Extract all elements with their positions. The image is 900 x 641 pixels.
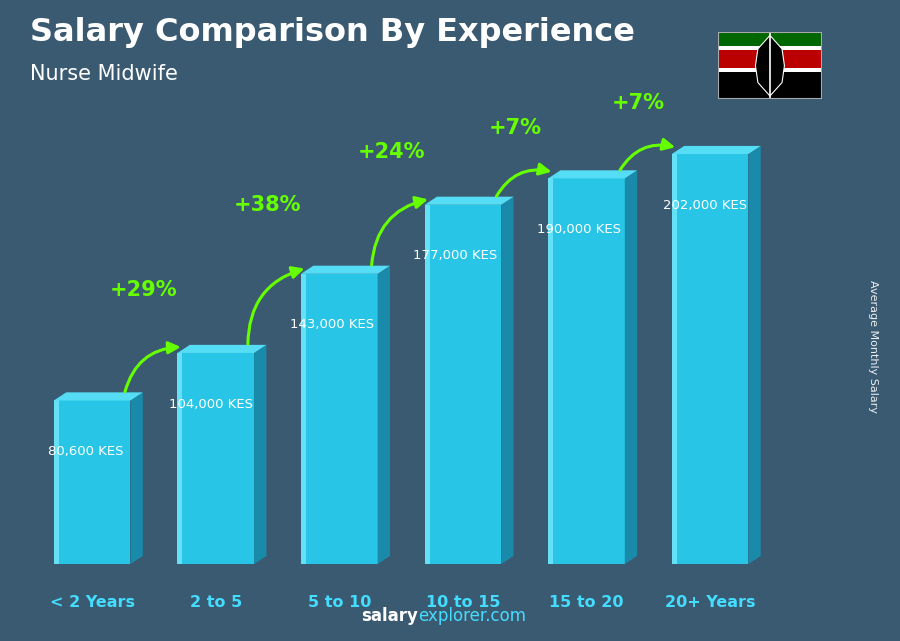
Text: 202,000 KES: 202,000 KES: [663, 199, 747, 212]
Text: +38%: +38%: [234, 195, 302, 215]
FancyBboxPatch shape: [718, 50, 822, 68]
FancyBboxPatch shape: [718, 19, 822, 46]
FancyArrowPatch shape: [372, 197, 425, 265]
Polygon shape: [130, 392, 143, 564]
Text: 5 to 10: 5 to 10: [308, 595, 371, 610]
Polygon shape: [755, 35, 785, 96]
Polygon shape: [625, 171, 637, 564]
Polygon shape: [548, 178, 625, 564]
Polygon shape: [54, 401, 58, 564]
Polygon shape: [671, 146, 760, 154]
Polygon shape: [177, 353, 254, 564]
Text: 20+ Years: 20+ Years: [665, 595, 755, 610]
Polygon shape: [671, 154, 677, 564]
Text: Salary Comparison By Experience: Salary Comparison By Experience: [31, 17, 635, 47]
Text: < 2 Years: < 2 Years: [50, 595, 135, 610]
Polygon shape: [425, 204, 429, 564]
Polygon shape: [548, 178, 554, 564]
Text: 10 to 15: 10 to 15: [426, 595, 500, 610]
Text: Average Monthly Salary: Average Monthly Salary: [868, 279, 878, 413]
Polygon shape: [501, 197, 514, 564]
FancyArrowPatch shape: [620, 140, 672, 170]
Text: +7%: +7%: [489, 118, 541, 138]
Polygon shape: [54, 401, 130, 564]
Text: +29%: +29%: [110, 280, 178, 300]
Text: salary: salary: [362, 607, 418, 625]
Text: 2 to 5: 2 to 5: [190, 595, 242, 610]
Text: explorer.com: explorer.com: [418, 607, 526, 625]
Text: Nurse Midwife: Nurse Midwife: [31, 64, 178, 84]
Text: 80,600 KES: 80,600 KES: [48, 445, 123, 458]
Polygon shape: [301, 274, 378, 564]
Text: 177,000 KES: 177,000 KES: [413, 249, 498, 262]
Text: 104,000 KES: 104,000 KES: [169, 397, 253, 411]
Text: +24%: +24%: [357, 142, 425, 162]
Polygon shape: [548, 171, 637, 178]
Polygon shape: [425, 197, 514, 204]
Polygon shape: [749, 146, 760, 564]
Polygon shape: [301, 265, 390, 274]
FancyArrowPatch shape: [248, 268, 302, 344]
Polygon shape: [254, 345, 266, 564]
Text: 15 to 20: 15 to 20: [549, 595, 624, 610]
Text: 143,000 KES: 143,000 KES: [290, 319, 374, 331]
Text: 190,000 KES: 190,000 KES: [537, 223, 621, 236]
FancyBboxPatch shape: [718, 46, 822, 50]
Polygon shape: [177, 345, 266, 353]
Polygon shape: [54, 392, 143, 401]
Polygon shape: [301, 274, 306, 564]
Polygon shape: [177, 353, 183, 564]
Text: +7%: +7%: [612, 94, 665, 113]
Polygon shape: [425, 204, 501, 564]
Polygon shape: [671, 154, 749, 564]
FancyArrowPatch shape: [497, 164, 548, 196]
Polygon shape: [378, 265, 390, 564]
FancyBboxPatch shape: [718, 72, 822, 99]
FancyBboxPatch shape: [718, 68, 822, 72]
FancyArrowPatch shape: [125, 343, 177, 392]
